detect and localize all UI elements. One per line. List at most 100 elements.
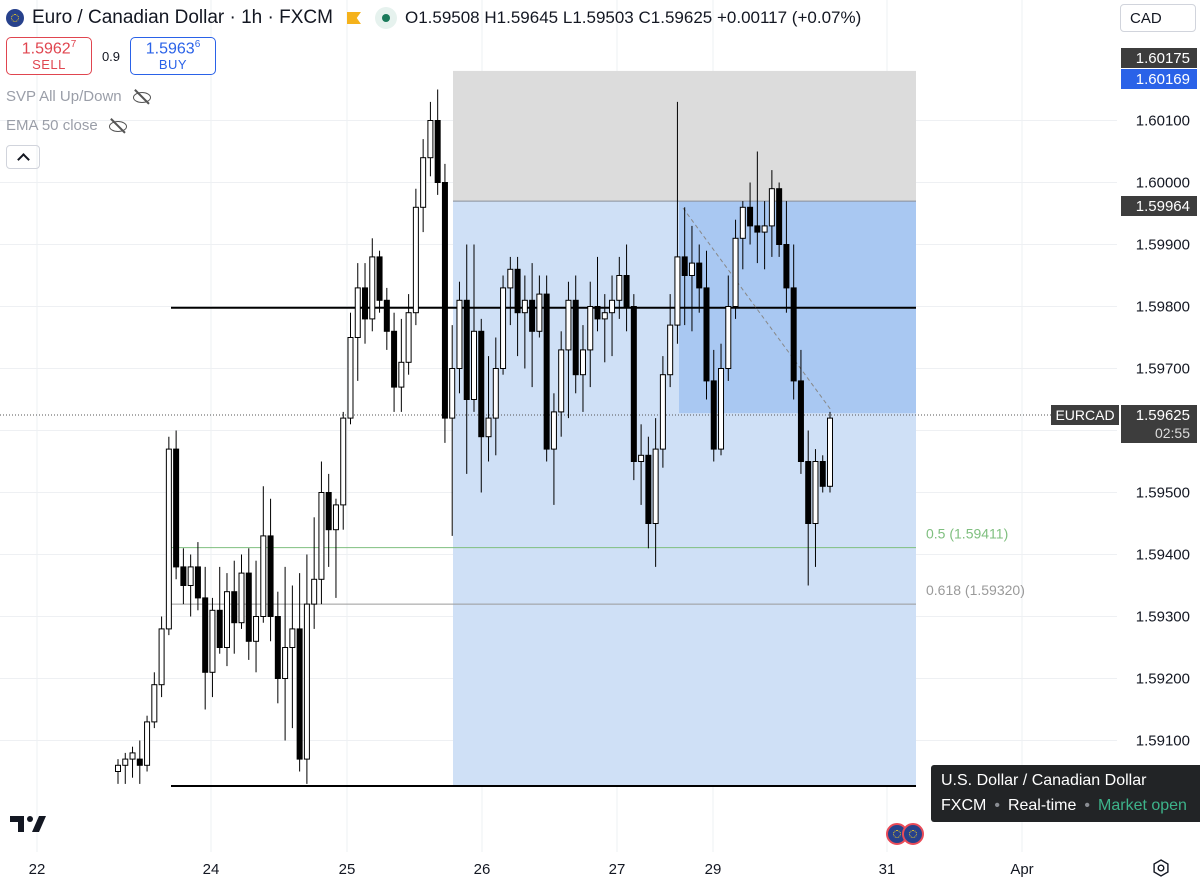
candle [238, 554, 245, 629]
candle-body-down [645, 454, 652, 524]
candle-body-up [616, 275, 623, 301]
candle-body-down [362, 287, 369, 320]
symbol-title[interactable]: Euro / Canadian Dollar · 1h · FXCM [32, 7, 333, 28]
candle [616, 256, 623, 319]
settings-gear-icon[interactable] [1152, 859, 1170, 877]
candle [478, 318, 485, 493]
candle [565, 281, 572, 419]
candle-body-down [434, 120, 441, 183]
candle [718, 343, 725, 456]
candle-body-down [463, 299, 470, 400]
candle-body-up [187, 566, 194, 587]
collapse-legend-button[interactable] [6, 145, 40, 169]
y-tick-label: 1.59800 [1136, 299, 1190, 316]
price-tag-label: 1.60175 [1136, 50, 1190, 67]
related-symbols-icon[interactable] [886, 823, 932, 847]
candle [471, 244, 477, 412]
chevron-up-icon [16, 152, 30, 166]
candle [420, 139, 427, 233]
y-tick-label: 1.59400 [1136, 547, 1190, 564]
fib-label: 0.5 (1.59411) [926, 526, 1008, 542]
candle [296, 573, 303, 772]
symbol-tag [1051, 405, 1119, 425]
candle-body-down [797, 380, 804, 462]
candle-body-down [805, 461, 812, 524]
tradingview-logo-icon[interactable] [10, 812, 48, 836]
candle-body-down [819, 461, 826, 487]
eye-off-icon[interactable] [108, 119, 128, 133]
x-tick-label: 27 [609, 861, 626, 878]
buy-button[interactable]: 1.59636 BUY [130, 37, 216, 75]
candle [209, 597, 216, 698]
candle-body-down [245, 572, 252, 642]
candle [383, 287, 390, 350]
candle-body-up [347, 337, 354, 419]
y-tick-label: 1.59700 [1136, 361, 1190, 378]
indicator-svp[interactable]: SVP All Up/Down [6, 88, 152, 105]
candle-body-down [173, 448, 180, 568]
candle [332, 498, 339, 598]
eye-off-icon[interactable] [132, 90, 152, 104]
candle [180, 548, 187, 605]
trade-panel: 1.59627 SELL 0.9 1.59636 BUY [6, 37, 216, 75]
candle [652, 418, 659, 567]
candle [579, 325, 586, 412]
candle [441, 163, 448, 443]
candle-body-up [151, 684, 158, 723]
high-value: 1.59645 [496, 8, 559, 27]
y-tick-label: 1.59900 [1136, 237, 1190, 254]
candle [529, 263, 536, 388]
candle-body-up [507, 268, 514, 289]
candle [747, 182, 754, 245]
flag-marker-icon[interactable] [346, 12, 361, 24]
candle-body-down [790, 287, 797, 382]
candle-body-up [550, 411, 557, 450]
candle-body-up [129, 752, 136, 760]
candle-body-up [412, 206, 419, 314]
candle [492, 337, 499, 456]
candle [543, 275, 550, 462]
candles [115, 89, 833, 784]
candle [136, 740, 143, 784]
market-status-icon[interactable] [374, 7, 397, 29]
y-tick-label: 1.59300 [1136, 609, 1190, 626]
candle [507, 256, 514, 326]
candle-body-up [587, 306, 594, 351]
candle [391, 312, 398, 412]
candle [768, 170, 775, 257]
candle [761, 201, 768, 270]
candle [449, 325, 456, 536]
candle [594, 256, 601, 332]
candle-body-up [579, 349, 586, 376]
x-tick-label: 22 [29, 861, 46, 878]
symbol-info-tooltip: U.S. Dollar / Canadian Dollar FXCM • Rea… [931, 765, 1200, 822]
candle [674, 101, 681, 344]
sell-button[interactable]: 1.59627 SELL [6, 37, 92, 75]
current-price-tag [1121, 405, 1197, 443]
candle [609, 275, 616, 357]
indicator-ema[interactable]: EMA 50 close [6, 117, 128, 134]
candle-body-up [289, 628, 296, 649]
info-symbol-name: U.S. Dollar / Canadian Dollar [941, 772, 1147, 789]
candle-body-up [471, 330, 477, 400]
candle [732, 219, 739, 319]
candle-body-up [812, 461, 819, 524]
x-tick-label: Apr [1010, 861, 1033, 878]
currency-select[interactable]: CAD [1120, 4, 1196, 32]
candle [696, 244, 703, 313]
candle [812, 449, 819, 567]
candle-body-up [427, 120, 434, 159]
time-axis[interactable]: 22 24 25 26 27 29 31 Apr [29, 861, 1034, 878]
candle [739, 201, 746, 270]
x-tick-label: 29 [705, 861, 722, 878]
candle [412, 188, 419, 326]
candle [231, 560, 238, 654]
candle-body-down [478, 330, 485, 438]
candle-body-down [754, 225, 761, 233]
candle-body-down [180, 566, 187, 587]
candle-body-up [652, 448, 659, 525]
price-tag-label: 1.60169 [1136, 71, 1190, 88]
candle [311, 517, 318, 629]
